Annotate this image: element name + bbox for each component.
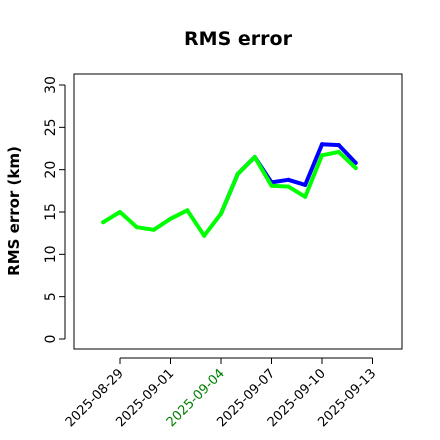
y-tick-label: 25	[43, 118, 59, 136]
series-1-point	[286, 184, 291, 189]
y-axis-label: RMS error (km)	[5, 146, 23, 276]
series-1-point	[168, 216, 173, 221]
y-tick-label: 15	[43, 203, 59, 221]
series-1-point	[118, 210, 122, 214]
y-tick-label: 10	[43, 245, 59, 263]
y-tick-label: 0	[43, 335, 59, 344]
series-1-point	[185, 208, 190, 213]
x-axis: 2025-08-292025-09-012025-09-042025-09-07…	[63, 357, 379, 430]
series-layer	[101, 142, 358, 238]
series-1-point	[151, 227, 156, 232]
series-0-point	[303, 182, 308, 187]
series-1-point	[269, 183, 274, 188]
series-1-point	[336, 149, 341, 154]
y-tick-label: 20	[43, 161, 59, 179]
plot-area-frame	[73, 73, 403, 350]
series-1-point	[353, 166, 358, 170]
series-1-point	[303, 194, 308, 199]
series-1-point	[219, 211, 223, 216]
series-1-point	[202, 233, 207, 238]
series-0-point	[320, 142, 324, 147]
y-tick-label: 5	[43, 292, 59, 301]
series-1-point	[252, 155, 257, 159]
series-1-point	[101, 220, 106, 225]
chart-title: RMS error	[184, 28, 293, 50]
series-0-point	[286, 177, 291, 182]
series-0-point	[336, 143, 341, 148]
series-1-point	[320, 153, 324, 158]
series-0-point	[353, 160, 358, 165]
y-axis: 0 5 10 15 20 25 30	[43, 76, 66, 344]
series-1-point	[235, 171, 240, 176]
y-tick-label: 30	[43, 76, 59, 94]
series-line-1	[101, 149, 358, 238]
series-1-point	[134, 225, 139, 230]
